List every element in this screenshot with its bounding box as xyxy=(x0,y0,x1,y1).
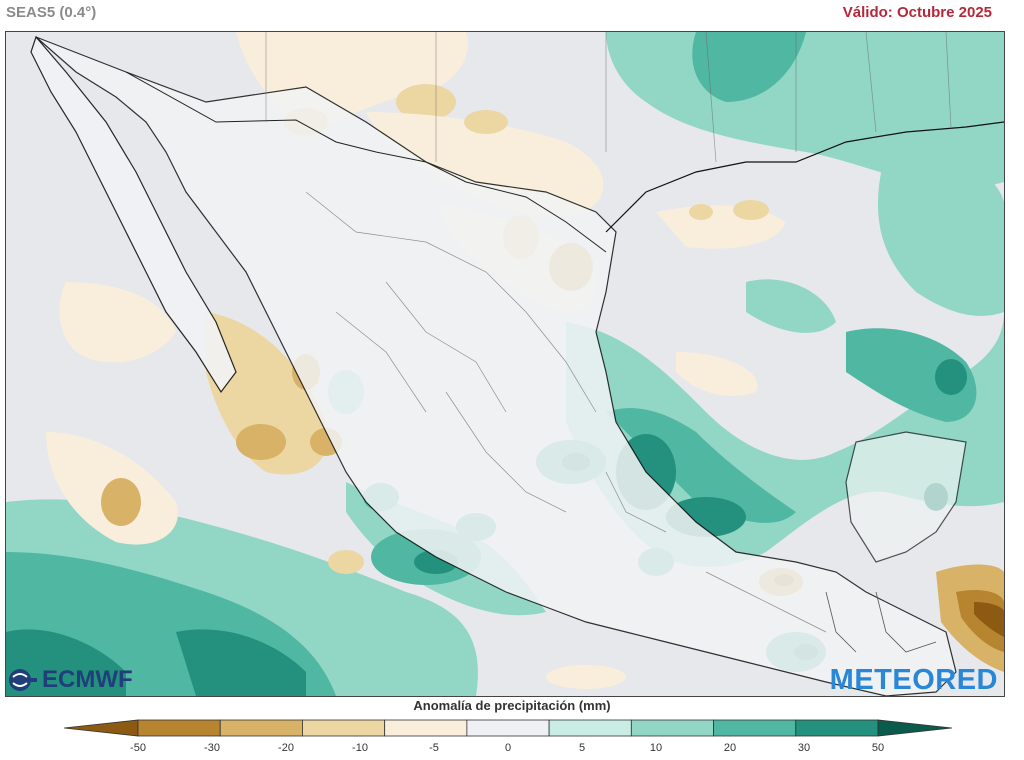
ecmwf-logo-icon xyxy=(9,669,37,691)
legend-swatch xyxy=(384,719,468,737)
legend-tick-label: 0 xyxy=(504,742,512,754)
legend-swatch xyxy=(466,719,550,737)
legend-swatch xyxy=(630,719,714,737)
legend-tick-label: -5 xyxy=(429,742,439,754)
legend-swatch xyxy=(548,719,632,737)
legend-tick-label: -50 xyxy=(130,742,146,754)
legend-arrow-low xyxy=(63,719,139,737)
legend-tick-label: -20 xyxy=(278,742,294,754)
legend-swatch xyxy=(219,719,303,737)
legend-tick-label: 10 xyxy=(649,742,663,754)
legend-tick-label: -10 xyxy=(352,742,368,754)
legend-title: Anomalía de precipitación (mm) xyxy=(413,698,611,713)
legend-tick-label: 20 xyxy=(723,742,737,754)
legend-swatch xyxy=(302,719,386,737)
legend-tick-label: 50 xyxy=(871,742,885,754)
legend-swatch xyxy=(137,719,221,737)
ecmwf-logo: ECMWF xyxy=(8,666,133,694)
legend-swatch xyxy=(795,719,879,737)
color-legend xyxy=(63,719,953,737)
legend-tick-label: 30 xyxy=(797,742,811,754)
legend-tick-label: -30 xyxy=(204,742,220,754)
meteored-logo: METEORED xyxy=(829,664,998,696)
land-mass xyxy=(30,32,1004,696)
model-label: SEAS5 (0.4°) xyxy=(6,4,97,21)
legend-swatch xyxy=(713,719,797,737)
ecmwf-logo-text: ECMWF xyxy=(42,666,133,693)
legend-tick-label: 5 xyxy=(578,742,586,754)
valid-date-label: Válido: Octubre 2025 xyxy=(842,4,992,21)
map-canvas xyxy=(6,32,1004,696)
legend-arrow-high xyxy=(877,719,953,737)
anomaly-map xyxy=(5,31,1005,697)
